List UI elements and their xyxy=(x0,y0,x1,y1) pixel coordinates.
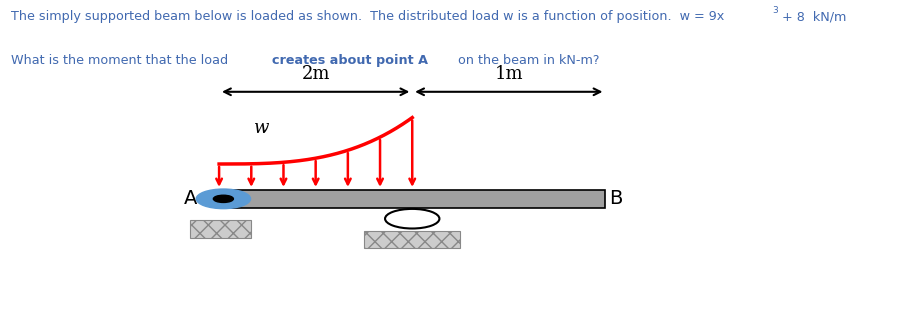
Text: The simply supported beam below is loaded as shown.  The distributed load w is a: The simply supported beam below is loade… xyxy=(11,10,725,23)
Text: A: A xyxy=(184,189,198,208)
Text: on the beam in kN-m?: on the beam in kN-m? xyxy=(454,54,600,67)
Text: creates about point A: creates about point A xyxy=(272,54,428,67)
Text: + 8  kN/m: + 8 kN/m xyxy=(778,10,846,23)
Circle shape xyxy=(213,195,234,202)
Bar xyxy=(219,190,605,208)
Text: 1m: 1m xyxy=(495,65,523,83)
Bar xyxy=(364,231,461,248)
Text: 2m: 2m xyxy=(302,65,330,83)
Text: B: B xyxy=(609,189,623,208)
Text: 3: 3 xyxy=(773,6,778,15)
Text: What is the moment that the load: What is the moment that the load xyxy=(11,54,233,67)
Text: w: w xyxy=(255,119,270,137)
Circle shape xyxy=(197,189,250,209)
Bar xyxy=(190,220,251,238)
